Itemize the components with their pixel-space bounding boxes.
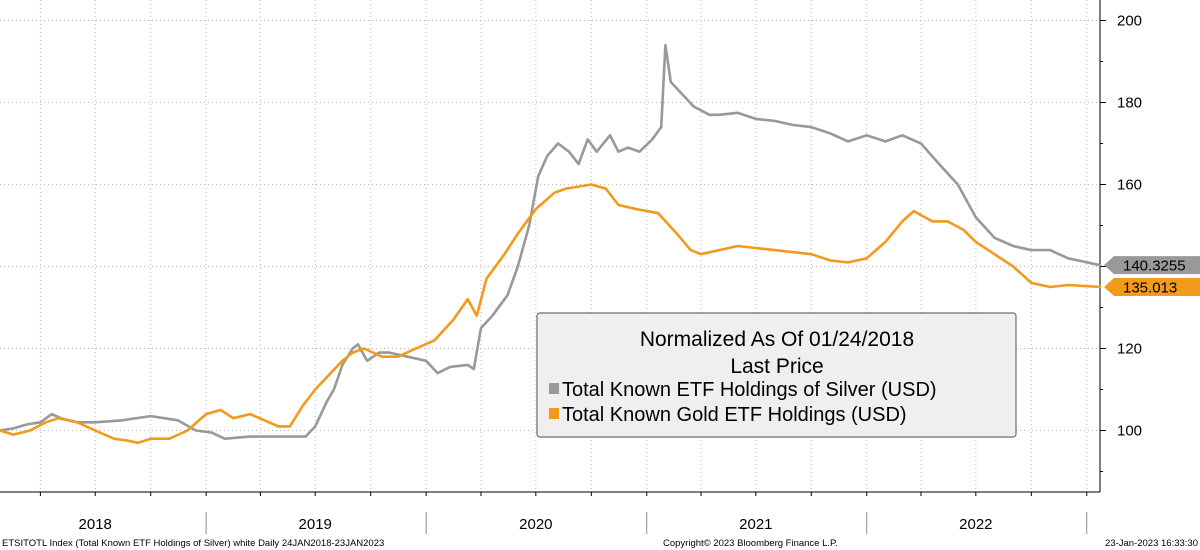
year-label: 2019 — [299, 516, 332, 533]
y-tick-label: 200 — [1117, 13, 1142, 30]
footer: ETSITOTL Index (Total Known ETF Holdings… — [2, 538, 1198, 549]
legend-box — [536, 312, 1017, 438]
year-label: 2022 — [959, 516, 992, 533]
year-label: 2018 — [79, 516, 112, 533]
last-price-badges: 140.3255 135.013 — [1104, 256, 1200, 296]
y-tick-label: 100 — [1117, 423, 1142, 440]
legend-label-gold: Total Known Gold ETF Holdings (USD) — [562, 404, 907, 426]
legend-swatch-silver — [549, 383, 559, 394]
footer-source: ETSITOTL Index (Total Known ETF Holdings… — [2, 538, 384, 549]
year-label: 2020 — [519, 516, 552, 533]
series-line-gold — [0, 183, 1102, 445]
legend-label-silver: Total Known ETF Holdings of Silver (USD) — [562, 379, 937, 401]
y-tick-label: 120 — [1117, 341, 1142, 358]
footer-copyright: Copyright© 2023 Bloomberg Finance L.P. — [663, 538, 838, 549]
last-price-badge-silver: 140.3255 — [1104, 256, 1200, 275]
badge-value: 140.3255 — [1123, 258, 1186, 275]
year-label: 2021 — [739, 516, 772, 533]
badge-value: 135.013 — [1123, 279, 1177, 296]
series-lines — [0, 43, 1102, 445]
badge-shape — [1104, 277, 1200, 296]
y-tick-label: 180 — [1117, 95, 1142, 112]
last-price-badge-gold: 135.013 — [1104, 277, 1200, 296]
y-tick-label: 160 — [1117, 177, 1142, 194]
series-line-silver — [0, 43, 1102, 440]
badge-shape — [1104, 256, 1200, 275]
footer-timestamp: 23-Jan-2023 16:33:30 — [1105, 538, 1198, 549]
axes: 10012014016018020020182019202020212022 — [0, 0, 1142, 534]
legend-swatch-gold — [549, 408, 559, 419]
legend-subtitle: Last Price — [730, 355, 823, 378]
legend-title: Normalized As Of 01/24/2018 — [640, 328, 914, 351]
legend: Normalized As Of 01/24/2018 Last Price T… — [536, 312, 1017, 438]
